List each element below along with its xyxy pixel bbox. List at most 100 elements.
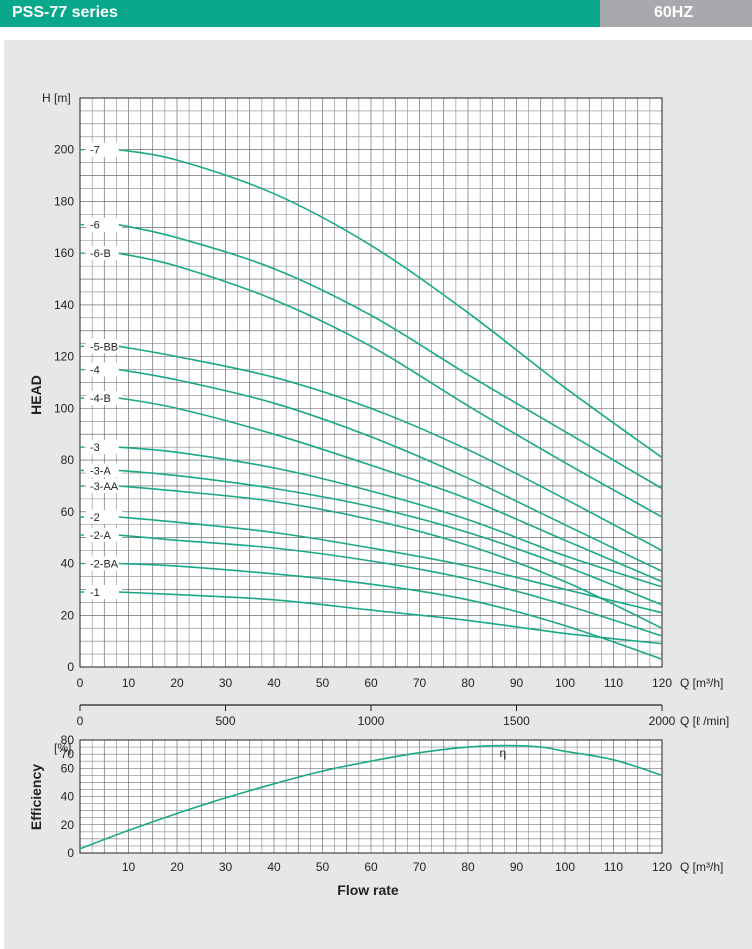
curve-label: -3-A [90, 465, 111, 477]
lmin-tick-label: 0 [77, 714, 84, 728]
head-x-tick-label: 50 [316, 676, 330, 690]
frequency-bar [600, 0, 752, 27]
curve-label: -6-B [90, 248, 111, 260]
eff-y-unit: [%] [54, 741, 71, 755]
head-curve-3-a [118, 469, 663, 606]
head-curve-4 [118, 368, 663, 573]
curve-label: -3-AA [90, 481, 119, 493]
head-x-tick-label: 30 [219, 676, 233, 690]
head-y-tick-label: 200 [54, 143, 74, 157]
head-curve-1 [118, 591, 663, 645]
head-x-tick-label: 90 [510, 676, 524, 690]
eff-y-tick-label: 20 [61, 818, 75, 832]
curve-label-bg [86, 556, 122, 571]
efficiency-curve [79, 744, 663, 850]
head-curve-3-aa [118, 485, 663, 629]
eff-x-tick-label: 30 [219, 860, 233, 874]
head-y-tick-label: 40 [61, 557, 75, 571]
curve-label-bg [86, 339, 122, 354]
head-x-tick-label: 40 [267, 676, 281, 690]
curve-label: -1 [90, 587, 100, 599]
head-x-tick-label: 110 [604, 676, 623, 690]
head-x-tick-label: 20 [170, 676, 184, 690]
head-curve-2 [118, 516, 663, 614]
curve-label-bg [86, 463, 122, 478]
head-y-tick-label: 120 [54, 350, 74, 364]
head-curve-3 [118, 446, 663, 588]
eff-x-tick-label: 20 [170, 860, 184, 874]
eff-x-tick-label: 70 [413, 860, 427, 874]
curve-label-bg [86, 217, 122, 232]
head-x-tick-label: 60 [364, 676, 378, 690]
eff-y-axis-title: Efficiency [28, 764, 44, 830]
curve-label: -7 [90, 145, 100, 157]
eff-y-tick-label: 40 [61, 790, 75, 804]
curve-label: -4 [90, 365, 100, 377]
head-x-tick-label: 120 [652, 676, 672, 690]
head-plot-frame [79, 97, 663, 668]
eff-x-unit: Q [m³/h] [680, 860, 723, 874]
curve-label-bg [86, 584, 122, 599]
head-x-tick-label: 10 [122, 676, 136, 690]
curve-label: -5-BB [90, 341, 118, 353]
lmin-tick-label: 2000 [649, 714, 676, 728]
header-bar [0, 0, 600, 27]
head-curve-6-b [118, 252, 663, 518]
head-x-tick-label: 70 [413, 676, 427, 690]
eff-x-tick-label: 110 [604, 860, 623, 874]
eff-x-tick-label: 80 [461, 860, 475, 874]
head-y-tick-label: 80 [61, 453, 75, 467]
head-y-tick-label: 180 [54, 194, 74, 208]
head-x-unit: Q [m³/h] [680, 676, 723, 690]
head-y-tick-label: 160 [54, 246, 74, 260]
curve-label-bg [86, 246, 122, 261]
curve-label: -2-A [90, 530, 111, 542]
head-curve-4-b [118, 397, 663, 583]
head-y-tick-label: 140 [54, 298, 74, 312]
eff-x-axis-title: Flow rate [337, 882, 399, 898]
head-curve-2-ba [118, 562, 663, 660]
eff-y-tick-label: 0 [67, 846, 74, 860]
curve-label-bg [86, 391, 122, 406]
head-y-tick-label: 60 [61, 505, 75, 519]
eff-x-tick-label: 100 [555, 860, 575, 874]
lmin-tick-label: 500 [215, 714, 235, 728]
curve-label-bg [86, 478, 122, 493]
head-y-axis-title: HEAD [28, 375, 44, 415]
frequency-label: 60HZ [654, 4, 694, 21]
curve-label-bg [86, 528, 122, 543]
head-y-unit: H [m] [42, 91, 71, 105]
eff-y-tick-label: 80 [61, 733, 75, 747]
curve-label: -2-BA [90, 559, 119, 571]
head-x-tick-label: 80 [461, 676, 475, 690]
curve-label-bg [86, 362, 122, 377]
head-y-tick-label: 0 [67, 660, 74, 674]
lmin-axis-unit: Q [ℓ /min] [680, 714, 729, 728]
eff-x-tick-label: 10 [122, 860, 136, 874]
eff-x-tick-label: 120 [652, 860, 672, 874]
eff-x-tick-label: 40 [267, 860, 281, 874]
lmin-tick-label: 1500 [503, 714, 530, 728]
head-curve-5-bb [118, 345, 663, 552]
curve-label: -6 [90, 220, 100, 232]
head-x-tick-label: 100 [555, 676, 575, 690]
head-x-tick-label: 0 [77, 676, 84, 690]
head-y-tick-label: 20 [61, 608, 75, 622]
curve-label: -3 [90, 442, 100, 454]
head-curve-7 [118, 148, 663, 459]
head-y-tick-label: 100 [54, 401, 74, 415]
head-curve-6 [118, 223, 663, 490]
curve-label: -4-B [90, 393, 111, 405]
curve-label-bg [86, 509, 122, 524]
eff-y-tick-label: 70 [61, 747, 75, 761]
eff-x-tick-label: 60 [364, 860, 378, 874]
lmin-tick-label: 1000 [358, 714, 385, 728]
curve-label-bg [86, 440, 122, 455]
eff-y-tick-label: 60 [61, 761, 75, 775]
curve-label-bg [86, 142, 122, 157]
head-curve-2-a [118, 534, 663, 637]
eff-x-tick-label: 50 [316, 860, 330, 874]
eff-x-tick-label: 90 [510, 860, 524, 874]
curve-label: -2 [90, 512, 100, 524]
